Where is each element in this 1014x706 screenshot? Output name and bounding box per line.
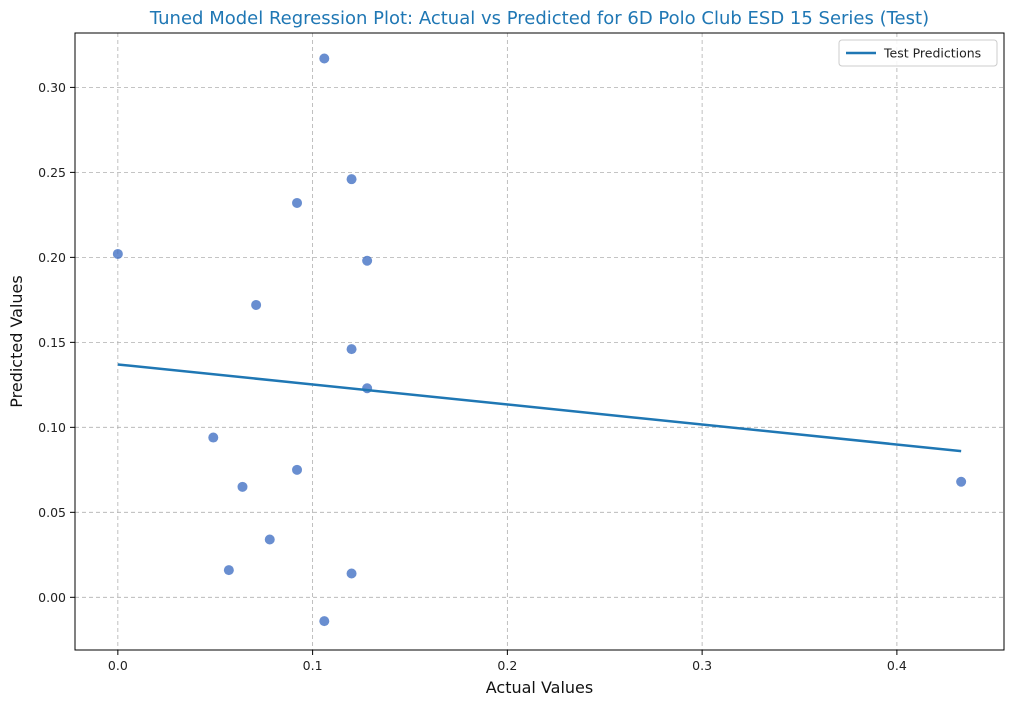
legend-label: Test Predictions (883, 46, 981, 61)
x-tick-label: 0.2 (497, 658, 517, 673)
data-point (362, 383, 373, 394)
data-point (223, 565, 234, 576)
x-axis-title: Actual Values (486, 678, 593, 697)
legend: Test Predictions (838, 39, 998, 67)
data-point (292, 197, 303, 208)
data-point (319, 53, 330, 64)
data-point (956, 476, 967, 487)
y-tick-label: 0.00 (38, 590, 66, 605)
data-point (346, 568, 357, 579)
x-tick-label: 0.4 (887, 658, 907, 673)
plot-area-frame (74, 32, 1005, 651)
y-tick-label: 0.05 (38, 505, 66, 520)
data-point (208, 432, 219, 443)
y-tick-label: 0.10 (38, 420, 66, 435)
x-tick-label: 0.3 (692, 658, 712, 673)
regression-lines (117, 363, 962, 453)
y-tick-label: 0.30 (38, 80, 66, 95)
scatter-points (112, 53, 967, 627)
data-point (237, 481, 248, 492)
data-point (251, 299, 262, 310)
y-axis-title: Predicted Values (7, 275, 26, 407)
data-point (346, 174, 357, 185)
x-tick-label: 0.1 (303, 658, 323, 673)
data-point (346, 344, 357, 355)
data-point (112, 248, 123, 259)
x-tick-label: 0.0 (108, 658, 128, 673)
y-tick-label: 0.20 (38, 250, 66, 265)
data-point (264, 534, 275, 545)
data-point (292, 464, 303, 475)
axis-ticks: 0.0 0.1 0.2 0.3 0.4 0.00 0.05 0.10 0.15 0.20 0.25 0… (38, 80, 907, 673)
data-point (362, 255, 373, 266)
chart-title: Tuned Model Regression Plot: Actual vs P… (149, 8, 929, 29)
data-point (319, 616, 330, 627)
y-tick-label: 0.15 (38, 335, 66, 350)
grid (75, 33, 1004, 650)
y-tick-label: 0.25 (38, 165, 66, 180)
legend-box (838, 39, 998, 67)
regression-line (117, 363, 962, 453)
